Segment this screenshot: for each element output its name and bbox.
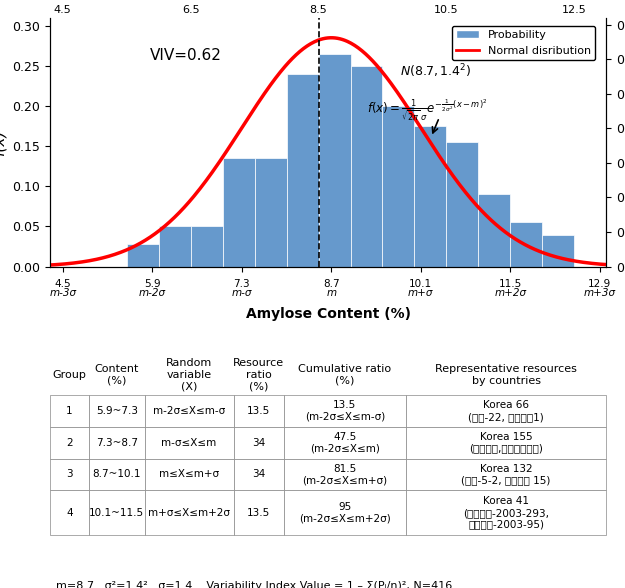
Text: 10.5: 10.5 (434, 5, 459, 15)
Text: m+3σ: m+3σ (584, 288, 616, 298)
Text: 8.7: 8.7 (323, 279, 339, 289)
Bar (159, 226, 191, 267)
Text: 7.3: 7.3 (234, 279, 250, 289)
Bar (222, 158, 254, 267)
Bar (382, 106, 414, 267)
Text: m: m (326, 288, 336, 298)
Text: m=8.7   σ²=1.4²   σ=1.4    Variability Index Value = 1 – Σ(Pᵢ/n)², N=416: m=8.7 σ²=1.4² σ=1.4 Variability Index Va… (56, 581, 452, 588)
Bar (191, 226, 222, 267)
Text: 4.5: 4.5 (54, 5, 72, 15)
Text: 5.9: 5.9 (144, 279, 161, 289)
Bar (542, 235, 574, 267)
Text: 10.1: 10.1 (409, 279, 432, 289)
Text: 11.5: 11.5 (499, 279, 522, 289)
Text: 6.5: 6.5 (182, 5, 199, 15)
Bar (351, 66, 382, 267)
Text: 12.9: 12.9 (588, 279, 611, 289)
Text: m-σ: m-σ (231, 288, 252, 298)
Legend: Probability, Normal disribution: Probability, Normal disribution (452, 26, 595, 60)
Text: 8.5: 8.5 (309, 5, 328, 15)
Bar (127, 244, 159, 267)
Text: m-2σ: m-2σ (139, 288, 166, 298)
Text: 4.5: 4.5 (54, 279, 71, 289)
Text: m-3σ: m-3σ (49, 288, 76, 298)
Bar (414, 126, 446, 267)
Text: m+σ: m+σ (408, 288, 434, 298)
Text: 12.5: 12.5 (562, 5, 587, 15)
Bar (254, 158, 287, 267)
Bar (511, 222, 542, 267)
Text: m+2σ: m+2σ (494, 288, 526, 298)
Bar (478, 195, 511, 267)
Text: VIV=0.62: VIV=0.62 (150, 48, 222, 62)
Bar (287, 74, 319, 267)
Bar (319, 54, 351, 267)
Bar (446, 142, 478, 267)
Text: $f(x)=\frac{1}{\sqrt{2\pi}\,\sigma}e^{-\frac{1}{2\sigma^2}(x-m)^2}$: $f(x)=\frac{1}{\sqrt{2\pi}\,\sigma}e^{-\… (367, 98, 488, 123)
Text: $N(8.7, 1.4^2)$: $N(8.7, 1.4^2)$ (401, 62, 472, 80)
Y-axis label: f(x): f(x) (0, 129, 7, 155)
X-axis label: Amylose Content (%): Amylose Content (%) (246, 307, 411, 321)
